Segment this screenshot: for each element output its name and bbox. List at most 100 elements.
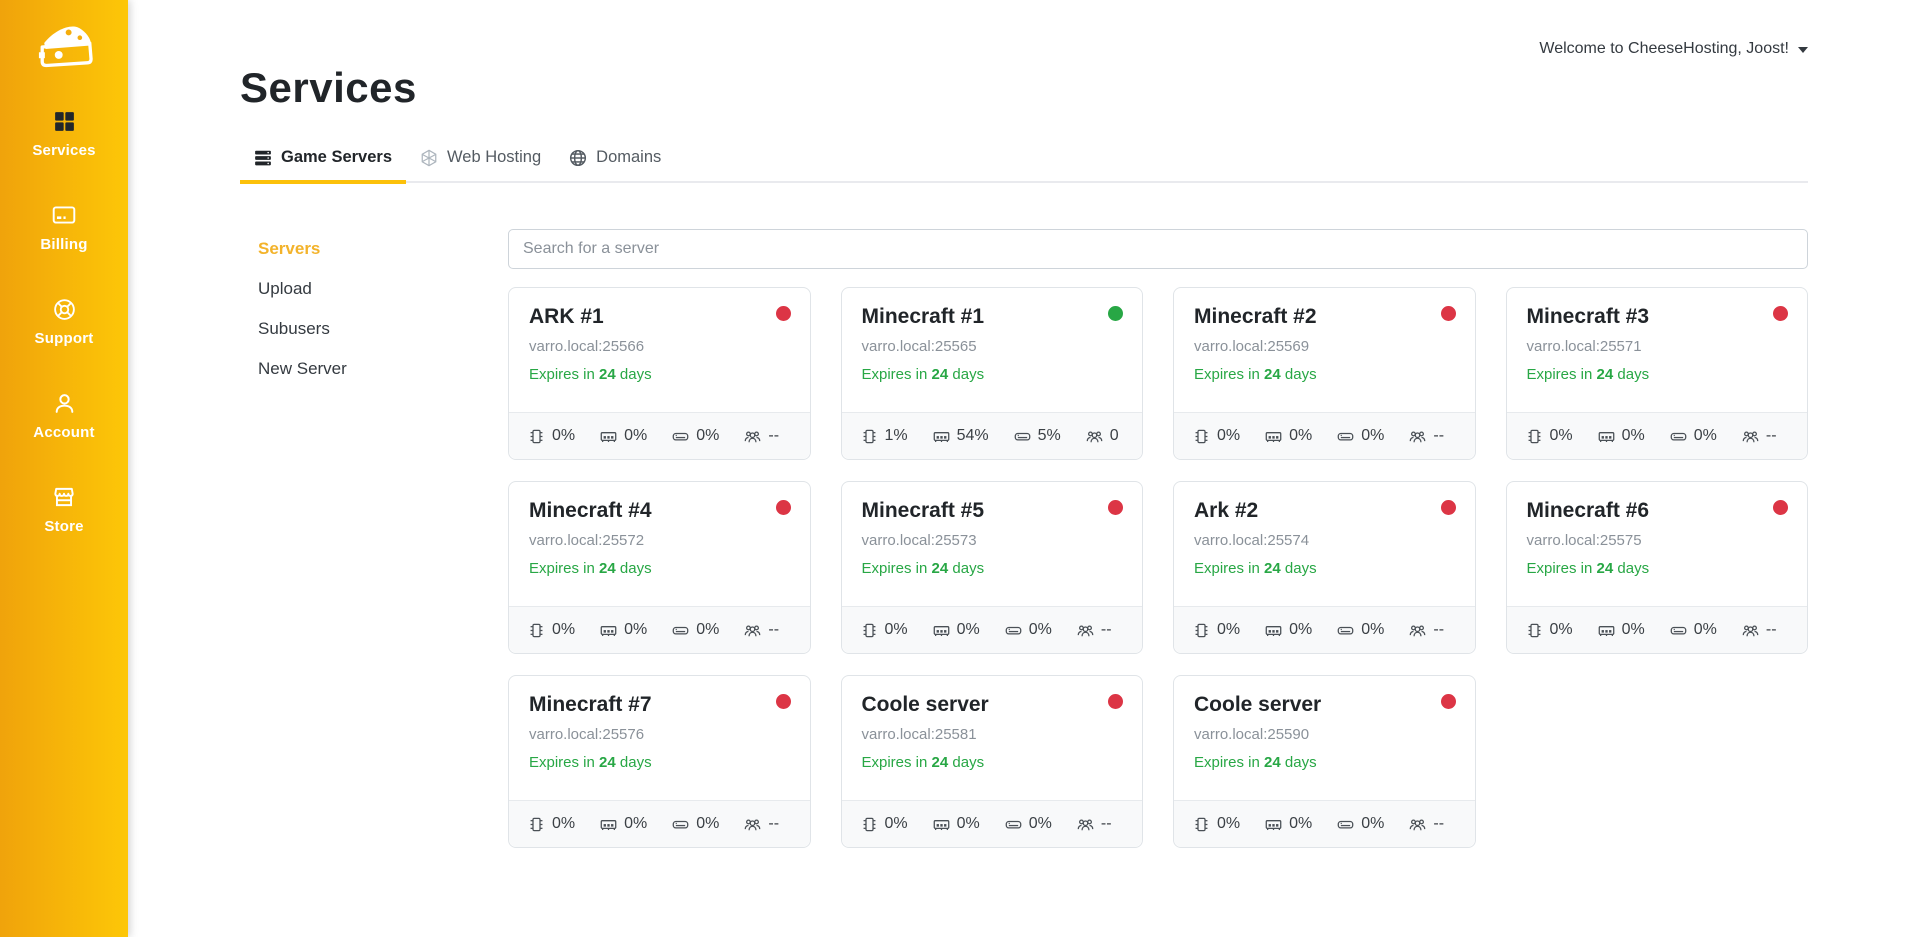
tab-web-hosting[interactable]: Web Hosting bbox=[406, 138, 555, 181]
sidebar-item-billing[interactable]: Billing bbox=[0, 202, 128, 253]
subnav-item-new-server[interactable]: New Server bbox=[258, 359, 508, 379]
server-card[interactable]: Minecraft #2 varro.local:25569 Expires i… bbox=[1173, 287, 1476, 460]
expires-suffix: days bbox=[1285, 754, 1317, 771]
expires-days: 24 bbox=[1264, 754, 1281, 771]
sidebar-item-support[interactable]: Support bbox=[0, 296, 128, 347]
server-card-stats: 0% 0% 0% bbox=[1507, 412, 1808, 459]
memory-stat: 0% bbox=[600, 621, 647, 639]
players-stat: -- bbox=[1742, 621, 1777, 639]
cpu-value: 1% bbox=[885, 427, 908, 445]
tab-game-servers[interactable]: Game Servers bbox=[240, 138, 406, 181]
status-dot bbox=[776, 306, 791, 321]
cpu-value: 0% bbox=[1217, 815, 1240, 833]
cpu-value: 0% bbox=[1217, 621, 1240, 639]
server-name: ARK #1 bbox=[529, 305, 790, 329]
expires-days: 24 bbox=[1597, 366, 1614, 383]
disk-stat: 0% bbox=[1337, 427, 1384, 445]
subnav-item-subusers[interactable]: Subusers bbox=[258, 319, 508, 339]
expires-days: 24 bbox=[1264, 366, 1281, 383]
server-stack-icon bbox=[254, 149, 272, 167]
sidebar-item-label: Account bbox=[33, 424, 94, 441]
memory-stat: 54% bbox=[933, 427, 989, 445]
server-card[interactable]: Minecraft #6 varro.local:25575 Expires i… bbox=[1506, 481, 1809, 654]
subnav-item-upload[interactable]: Upload bbox=[258, 279, 508, 299]
server-card[interactable]: Coole server varro.local:25590 Expires i… bbox=[1173, 675, 1476, 848]
cpu-stat: 0% bbox=[528, 621, 575, 639]
tab-domains[interactable]: Domains bbox=[555, 138, 675, 181]
expires-prefix: Expires in bbox=[862, 366, 928, 383]
players-value: -- bbox=[768, 815, 779, 833]
server-card[interactable]: Minecraft #7 varro.local:25576 Expires i… bbox=[508, 675, 811, 848]
memory-value: 54% bbox=[957, 427, 989, 445]
subnav-item-servers[interactable]: Servers bbox=[258, 239, 508, 259]
cpu-value: 0% bbox=[552, 427, 575, 445]
server-card[interactable]: ARK #1 varro.local:25566 Expires in 24 d… bbox=[508, 287, 811, 460]
server-card[interactable]: Minecraft #4 varro.local:25572 Expires i… bbox=[508, 481, 811, 654]
tab-label: Game Servers bbox=[281, 148, 392, 167]
sidebar-item-services[interactable]: Services bbox=[0, 108, 128, 159]
disk-value: 0% bbox=[1029, 621, 1052, 639]
disk-value: 0% bbox=[1029, 815, 1052, 833]
disk-stat: 0% bbox=[672, 815, 719, 833]
server-card[interactable]: Minecraft #5 varro.local:25573 Expires i… bbox=[841, 481, 1144, 654]
cpu-value: 0% bbox=[1550, 427, 1573, 445]
cpu-value: 0% bbox=[1550, 621, 1573, 639]
server-expires: Expires in 24 days bbox=[862, 754, 1123, 771]
tab-label: Domains bbox=[596, 148, 661, 167]
cpu-value: 0% bbox=[1217, 427, 1240, 445]
server-card[interactable]: Coole server varro.local:25581 Expires i… bbox=[841, 675, 1144, 848]
disk-value: 0% bbox=[1361, 427, 1384, 445]
web-box-icon bbox=[420, 149, 438, 167]
cheese-logo[interactable] bbox=[31, 14, 97, 76]
memory-stat: 0% bbox=[1265, 815, 1312, 833]
disk-value: 0% bbox=[696, 427, 719, 445]
memory-value: 0% bbox=[1622, 427, 1645, 445]
topbar: Welcome to CheeseHosting, Joost! bbox=[240, 0, 1808, 58]
expires-prefix: Expires in bbox=[1194, 366, 1260, 383]
server-card-body: Minecraft #1 varro.local:25565 Expires i… bbox=[842, 288, 1143, 412]
server-card-body: Coole server varro.local:25590 Expires i… bbox=[1174, 676, 1475, 800]
players-stat: 0 bbox=[1086, 427, 1119, 445]
server-expires: Expires in 24 days bbox=[529, 754, 790, 771]
expires-suffix: days bbox=[1617, 560, 1649, 577]
expires-days: 24 bbox=[1597, 560, 1614, 577]
expires-suffix: days bbox=[1617, 366, 1649, 383]
account-dropdown[interactable]: Welcome to CheeseHosting, Joost! bbox=[1539, 40, 1808, 58]
expires-prefix: Expires in bbox=[1527, 560, 1593, 577]
cpu-value: 0% bbox=[552, 815, 575, 833]
memory-stat: 0% bbox=[1265, 427, 1312, 445]
status-dot bbox=[1441, 694, 1456, 709]
players-stat: -- bbox=[1077, 815, 1112, 833]
server-expires: Expires in 24 days bbox=[1194, 754, 1455, 771]
server-name: Minecraft #2 bbox=[1194, 305, 1455, 329]
status-dot bbox=[776, 694, 791, 709]
cpu-value: 0% bbox=[552, 621, 575, 639]
expires-prefix: Expires in bbox=[529, 560, 595, 577]
memory-value: 0% bbox=[624, 621, 647, 639]
server-card[interactable]: Minecraft #1 varro.local:25565 Expires i… bbox=[841, 287, 1144, 460]
players-stat: -- bbox=[1409, 815, 1444, 833]
memory-value: 0% bbox=[1289, 621, 1312, 639]
server-card[interactable]: Minecraft #3 varro.local:25571 Expires i… bbox=[1506, 287, 1809, 460]
players-value: -- bbox=[1766, 621, 1777, 639]
server-name: Minecraft #5 bbox=[862, 499, 1123, 523]
search-input[interactable] bbox=[508, 229, 1808, 269]
players-stat: -- bbox=[1409, 427, 1444, 445]
memory-stat: 0% bbox=[933, 621, 980, 639]
server-name: Ark #2 bbox=[1194, 499, 1455, 523]
expires-days: 24 bbox=[599, 366, 616, 383]
expires-prefix: Expires in bbox=[862, 560, 928, 577]
sidebar-item-account[interactable]: Account bbox=[0, 390, 128, 441]
status-dot bbox=[1773, 500, 1788, 515]
disk-value: 5% bbox=[1038, 427, 1061, 445]
cpu-value: 0% bbox=[885, 815, 908, 833]
sidebar-item-store[interactable]: Store bbox=[0, 484, 128, 535]
players-value: 0 bbox=[1110, 427, 1119, 445]
expires-prefix: Expires in bbox=[1194, 754, 1260, 771]
server-card-stats: 0% 0% 0% bbox=[842, 606, 1143, 653]
server-card[interactable]: Ark #2 varro.local:25574 Expires in 24 d… bbox=[1173, 481, 1476, 654]
expires-suffix: days bbox=[1285, 560, 1317, 577]
status-dot bbox=[776, 500, 791, 515]
disk-stat: 0% bbox=[1337, 621, 1384, 639]
disk-value: 0% bbox=[696, 815, 719, 833]
